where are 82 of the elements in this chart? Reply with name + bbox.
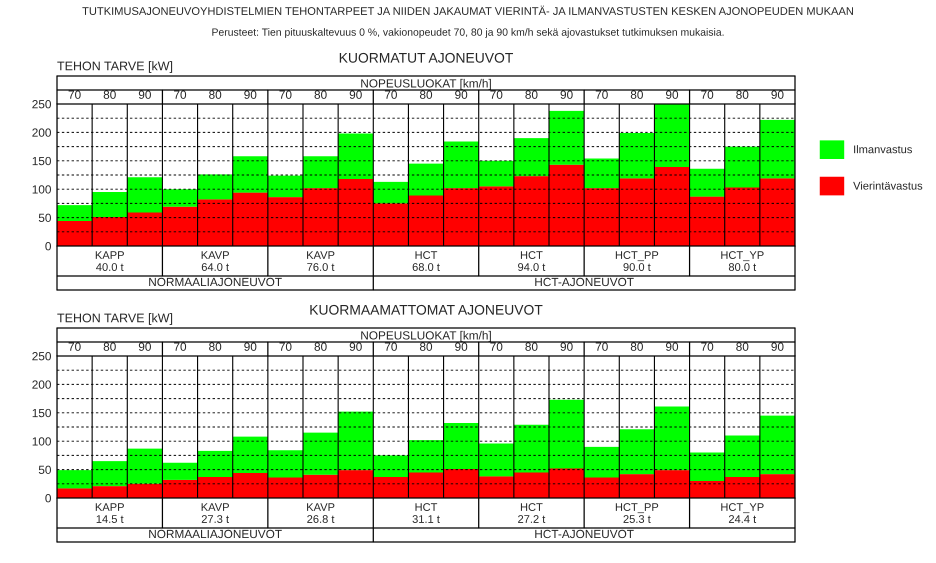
y-tick-label: 150 [32,408,51,418]
x-tick-label: 80 [314,90,327,99]
y-tick-label: 0 [45,494,51,502]
x-tick-label: 70 [596,342,608,351]
x-tick-label: 90 [244,90,256,99]
y-tick-label: 100 [32,185,51,194]
chart-title: KUORMAAMATTOMAT AJONEUVOT [310,304,542,315]
text: TUTKIMUSAJONEUVOYHDISTELMIEN TEHONTARPEET JA NIIDEN JAKAUMAT VIERINTÄ- JA ILMANVASTUSTEN KESKEN AJONOPEUDEN MUKAAN [82,6,853,15]
x-tick-label: 80 [630,342,643,351]
text: HCT 68.0 t [412,251,440,271]
x-tick-label: 90 [771,90,784,99]
y-axis-title: TEHON TARVE [kW] [57,313,172,325]
x-tick-label: 90 [138,342,151,351]
x-tick-label: 70 [701,342,714,351]
x-tick-label: 80 [736,342,748,351]
text: KAPP 40.0 t [96,251,124,271]
x-tick-label: 90 [666,90,678,99]
x-tick-label: 70 [68,342,81,351]
x-tick-label: 70 [490,90,502,99]
x-tick-label: 70 [596,90,608,99]
x-tick-label: 80 [420,90,432,99]
x-tick-label: 70 [279,90,292,99]
text: HCT-AJONEUVOT [535,278,634,286]
text: Perusteet: Tien pituuskaltevuus 0 %, vakionopeudet 70, 80 ja 90 km/h sekä ajovastukset tutkimuksen mukaisia. [212,28,724,38]
x-tick-label: 90 [560,342,573,351]
x-tick-label: 90 [455,342,468,351]
text: HCT 31.1 t [412,503,440,523]
x-tick-label: 70 [68,90,81,99]
text: KAPP 14.5 t [96,503,124,523]
x-tick-label: 90 [350,342,362,351]
x-tick-label: 80 [104,90,116,99]
x-tick-label: 90 [666,342,678,351]
x-tick-label: 90 [244,342,256,351]
y-tick-label: 50 [38,466,51,474]
x-tick-label: 70 [384,342,397,351]
text: HCT_PP 90.0 t [616,251,658,271]
x-tick-label: 70 [174,342,186,351]
x-axis-title: NOPEUSLUOKAT [km/h] [361,330,491,342]
text: KAVP 64.0 t [202,251,229,271]
x-tick-label: 70 [174,90,186,99]
text: HCT-AJONEUVOT [535,530,634,538]
x-tick-label: 80 [736,90,748,99]
x-tick-label: 90 [771,342,784,351]
legend-label: Vierintävastus [853,182,922,190]
text: HCT_YP 24.4 t [721,503,764,523]
text: KAVP 27.3 t [202,503,229,523]
x-axis-title: NOPEUSLUOKAT [km/h] [361,78,491,90]
y-tick-label: 200 [32,380,51,389]
text: NORMAALIAJONEUVOT [149,530,282,538]
y-tick-label: 250 [32,352,51,360]
x-tick-label: 70 [701,90,714,99]
x-tick-label: 70 [384,90,397,99]
x-tick-label: 80 [209,90,222,99]
x-tick-label: 70 [490,342,502,351]
text: HCT 94.0 t [518,251,546,271]
x-tick-label: 90 [350,90,362,99]
x-tick-label: 80 [525,342,538,351]
y-tick-label: 250 [32,100,51,108]
x-tick-label: 80 [420,342,432,351]
text: NORMAALIAJONEUVOT [149,278,282,286]
y-tick-label: 0 [45,242,51,250]
text: HCT 27.2 t [518,503,546,523]
x-tick-label: 80 [630,90,643,99]
y-tick-label: 200 [32,128,51,137]
y-tick-label: 150 [32,156,51,166]
x-tick-label: 80 [104,342,116,351]
x-tick-label: 80 [314,342,327,351]
x-tick-label: 90 [560,90,573,99]
x-tick-label: 70 [279,342,292,351]
text: HCT_YP 80.0 t [721,251,764,271]
y-axis-title: TEHON TARVE [kW] [57,61,172,73]
text: KAVP 26.8 t [307,503,334,523]
x-tick-label: 80 [209,342,222,351]
legend-label: Ilmanvastus [854,145,912,154]
chart-title: KUORMATUT AJONEUVOT [340,52,514,63]
x-tick-label: 90 [455,90,468,99]
x-tick-label: 80 [525,90,538,99]
y-tick-label: 100 [32,437,51,446]
text: KAVP 76.0 t [307,251,334,271]
y-tick-label: 50 [38,214,51,222]
text: HCT_PP 25.3 t [616,503,658,523]
x-tick-label: 90 [138,90,151,99]
